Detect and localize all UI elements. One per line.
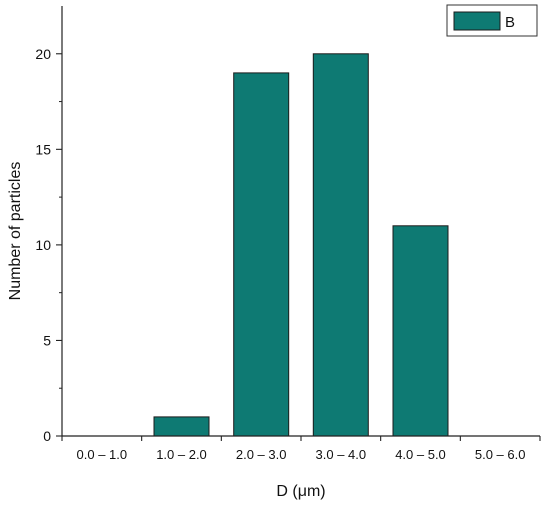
y-axis-title: Number of particles bbox=[7, 162, 24, 301]
bar-3 bbox=[312, 53, 369, 437]
x-tick-label-4: 4.0 – 5.0 bbox=[395, 447, 446, 462]
x-tick-label-5: 5.0 – 6.0 bbox=[475, 447, 526, 462]
x-tick-label-3: 3.0 – 4.0 bbox=[316, 447, 367, 462]
x-tick-label-1: 1.0 – 2.0 bbox=[156, 447, 207, 462]
bar-2 bbox=[233, 72, 290, 437]
y-tick-label-0: 0 bbox=[43, 428, 51, 444]
y-tick-label-3: 15 bbox=[35, 141, 51, 157]
x-tick-label-2: 2.0 – 3.0 bbox=[236, 447, 287, 462]
bar-1 bbox=[153, 416, 210, 437]
y-tick-label-1: 5 bbox=[43, 332, 51, 348]
legend-label: B bbox=[505, 14, 515, 31]
bars-group bbox=[153, 53, 449, 437]
y-tick-label-4: 20 bbox=[35, 46, 51, 62]
axes-group: 0 5 10 15 20 0.0 – 1.0 1.0 – 2.0 2.0 – 3.0 3.0 –… bbox=[7, 6, 541, 500]
legend-swatch bbox=[453, 11, 501, 31]
bar-4 bbox=[392, 225, 449, 437]
x-axis-title: D (μm) bbox=[276, 483, 325, 500]
y-tick-label-2: 10 bbox=[35, 237, 51, 253]
x-tick-label-0: 0.0 – 1.0 bbox=[77, 447, 128, 462]
legend: B bbox=[446, 4, 538, 37]
